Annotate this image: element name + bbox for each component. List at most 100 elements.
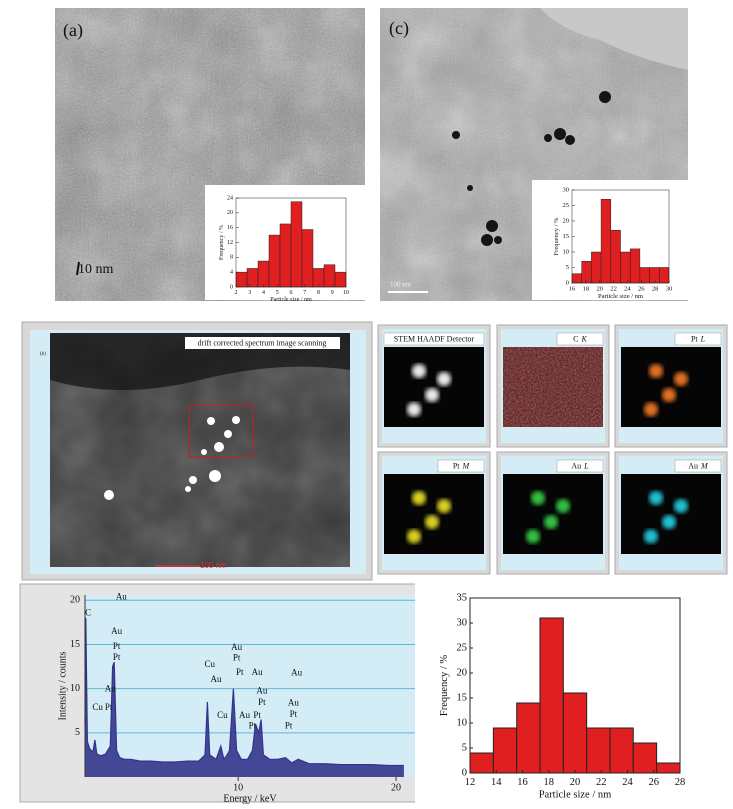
bar	[632, 742, 658, 774]
element: C	[573, 334, 578, 343]
x-axis-label: Particle size / nm	[270, 297, 312, 303]
map-spot	[674, 372, 688, 386]
x-tick-label: 16	[517, 777, 528, 788]
y-tick-label: 5	[566, 264, 569, 271]
x-tick-label: 10	[233, 782, 243, 793]
x-tick-label: 18	[544, 777, 555, 788]
line: L	[583, 461, 589, 470]
y-tick-label: 25	[563, 202, 570, 209]
map-image	[621, 474, 721, 554]
bar	[600, 199, 612, 284]
y-axis-label: Frequency / %	[219, 225, 225, 260]
map-spot	[412, 491, 426, 505]
y-tick-label: 20	[70, 595, 80, 606]
bar	[659, 267, 670, 284]
panel-label: (a)	[63, 20, 83, 41]
peak-label: Au	[252, 667, 263, 677]
bar	[492, 727, 518, 774]
tem-hole	[540, 8, 688, 70]
map-spot	[407, 529, 421, 544]
x-tick-label: 20	[570, 777, 581, 788]
panel-label: (b)	[40, 352, 46, 357]
bar	[246, 268, 259, 288]
bar	[257, 260, 270, 288]
peak-label: Pt	[233, 653, 241, 663]
peak-label: Pt	[258, 697, 266, 707]
map-spot	[662, 515, 676, 529]
map-title-box	[437, 459, 485, 473]
caption-box	[185, 337, 340, 349]
x-tick-label: 10	[343, 290, 349, 296]
x-tick-label: 4	[262, 290, 265, 296]
map-spot	[425, 515, 439, 529]
map-spot	[662, 388, 676, 402]
y-tick-label: 4	[230, 270, 233, 276]
peak-label: Pt	[285, 721, 293, 731]
bar	[649, 267, 660, 284]
bar	[586, 727, 611, 774]
scale-label: 100 nm	[390, 281, 412, 289]
y-tick-label: 25	[457, 642, 468, 653]
map-spot	[531, 491, 545, 505]
map-spot	[437, 372, 451, 386]
line: L	[700, 334, 706, 343]
y-tick-label: 16	[227, 225, 233, 231]
y-tick-label: 30	[457, 617, 468, 628]
map-title: Au M	[688, 461, 709, 470]
map-spot	[407, 402, 421, 417]
roi-box	[188, 404, 254, 458]
peak-label: Au	[105, 684, 116, 694]
element: Pt	[691, 334, 698, 343]
map-spot	[425, 388, 439, 402]
bar	[620, 251, 631, 284]
y-tick-label: 10	[457, 717, 468, 728]
x-tick-label: 30	[666, 285, 673, 292]
spectrum-fill	[85, 618, 404, 777]
scale-label: 100 nm	[200, 561, 227, 570]
element: Au	[571, 461, 581, 470]
map-spot	[674, 499, 688, 513]
x-tick-label: 22	[596, 777, 607, 788]
bar	[610, 230, 621, 284]
bar	[591, 251, 602, 284]
y-tick-label: 0	[230, 284, 233, 290]
peak-label: Au	[116, 592, 127, 602]
peak-label: Cu	[204, 659, 215, 669]
element-maps: STEM HAADF Detector C K Pt LPt M Au L Au M	[377, 324, 728, 575]
peak-label: Au	[288, 698, 299, 708]
x-tick-label: 24	[624, 285, 631, 292]
peak-label: Pt	[290, 709, 298, 719]
bar	[581, 261, 592, 284]
particles	[452, 91, 611, 246]
y-tick-label: 20	[563, 217, 570, 224]
line: K	[581, 334, 588, 343]
bar	[268, 234, 281, 288]
map-spot	[649, 364, 663, 378]
x-tick-label: 7	[303, 290, 306, 296]
y-tick-label: 0	[566, 279, 569, 286]
x-tick-label: 8	[317, 290, 320, 296]
x-tick-label: 20	[391, 782, 401, 793]
map-spot	[412, 364, 426, 378]
map-title: Au L	[571, 461, 589, 470]
y-tick-label: 35	[457, 592, 468, 603]
x-axis-label: Particle size / nm	[539, 789, 612, 800]
peak-label: Pt	[249, 721, 257, 731]
map-image	[384, 347, 484, 427]
x-tick-label: 2	[235, 290, 238, 296]
map-title-box	[674, 332, 722, 346]
bar	[323, 264, 336, 288]
bar	[516, 702, 541, 774]
map-title: Pt M	[453, 461, 471, 470]
map-title: Pt L	[691, 334, 706, 343]
peak-label: Pt	[236, 667, 244, 677]
y-tick-label: 8	[230, 255, 233, 261]
map-image	[384, 474, 484, 554]
y-axis-label: Frequency / %	[439, 655, 450, 716]
peak-label: Pt	[113, 652, 121, 662]
caption: drift corrected spectrum image scanning	[198, 338, 327, 347]
x-tick-label: 22	[610, 285, 617, 292]
y-tick-label: 12	[227, 240, 233, 246]
bar	[656, 762, 681, 774]
x-tick-label: 6	[290, 290, 293, 296]
